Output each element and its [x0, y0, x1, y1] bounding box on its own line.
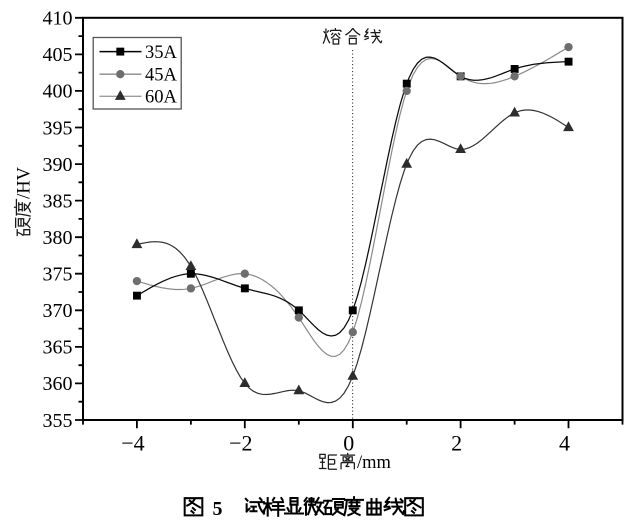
svg-text:2: 2 — [451, 431, 462, 456]
svg-text:4: 4 — [559, 431, 570, 456]
svg-text:/HV: /HV — [14, 166, 34, 199]
svg-text:−4: −4 — [121, 431, 144, 456]
svg-text:45A: 45A — [145, 66, 178, 86]
svg-text:405: 405 — [43, 44, 73, 66]
svg-text:/mm: /mm — [357, 453, 392, 473]
svg-text:365: 365 — [43, 337, 73, 359]
svg-text:395: 395 — [43, 117, 73, 139]
svg-text:380: 380 — [43, 227, 73, 249]
svg-text:370: 370 — [43, 300, 73, 322]
svg-text:410: 410 — [43, 8, 73, 30]
svg-text:0: 0 — [343, 431, 354, 456]
svg-text:400: 400 — [43, 81, 73, 103]
svg-text:355: 355 — [43, 410, 73, 432]
svg-text:390: 390 — [43, 154, 73, 176]
svg-text:375: 375 — [43, 264, 73, 286]
svg-text:385: 385 — [43, 190, 73, 212]
svg-text:5: 5 — [213, 498, 223, 520]
svg-text:−2: −2 — [229, 431, 252, 456]
svg-text:35A: 35A — [145, 43, 178, 63]
svg-text:360: 360 — [43, 373, 73, 395]
svg-text:60A: 60A — [145, 88, 178, 108]
